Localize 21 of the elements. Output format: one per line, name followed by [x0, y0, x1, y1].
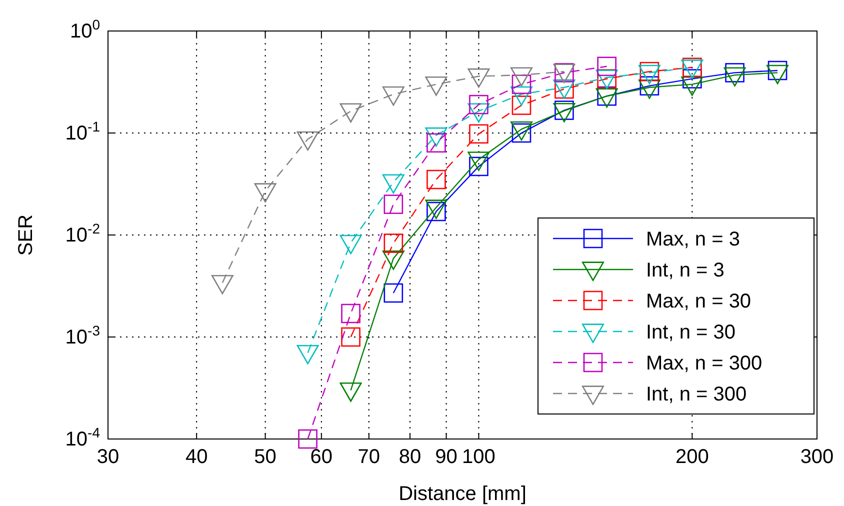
x-tick-label: 300 [800, 446, 834, 468]
y-tick-label: 10$^{-1}$ [65, 118, 100, 144]
legend-label: Int, n = 30 [646, 322, 736, 344]
legend-label: Max, n = 3 [646, 228, 740, 250]
y-tick-label: 10$^{-2}$ [65, 220, 100, 246]
x-tick-label: 50 [254, 446, 276, 468]
x-tick-label: 80 [398, 446, 422, 468]
y-axis-title: SER [15, 214, 37, 256]
legend-label: Int, n = 300 [646, 384, 747, 406]
y-tick-label: 10$^{0}$ [70, 16, 100, 42]
x-tick-label: 90 [435, 446, 458, 468]
x-tick-label: 100 [462, 446, 496, 468]
x-tick-label: 70 [358, 446, 380, 468]
y-tick-label: 10$^{-3}$ [65, 322, 100, 348]
x-tick-label: 40 [185, 446, 208, 468]
x-tick-label: 60 [310, 446, 333, 468]
x-tick-label: 200 [675, 446, 709, 468]
legend-label: Max, n = 30 [646, 290, 752, 312]
x-axis-title: Distance [mm] [398, 483, 526, 505]
legend-label: Max, n = 300 [646, 352, 762, 374]
legend-label: Int, n = 3 [646, 260, 724, 282]
